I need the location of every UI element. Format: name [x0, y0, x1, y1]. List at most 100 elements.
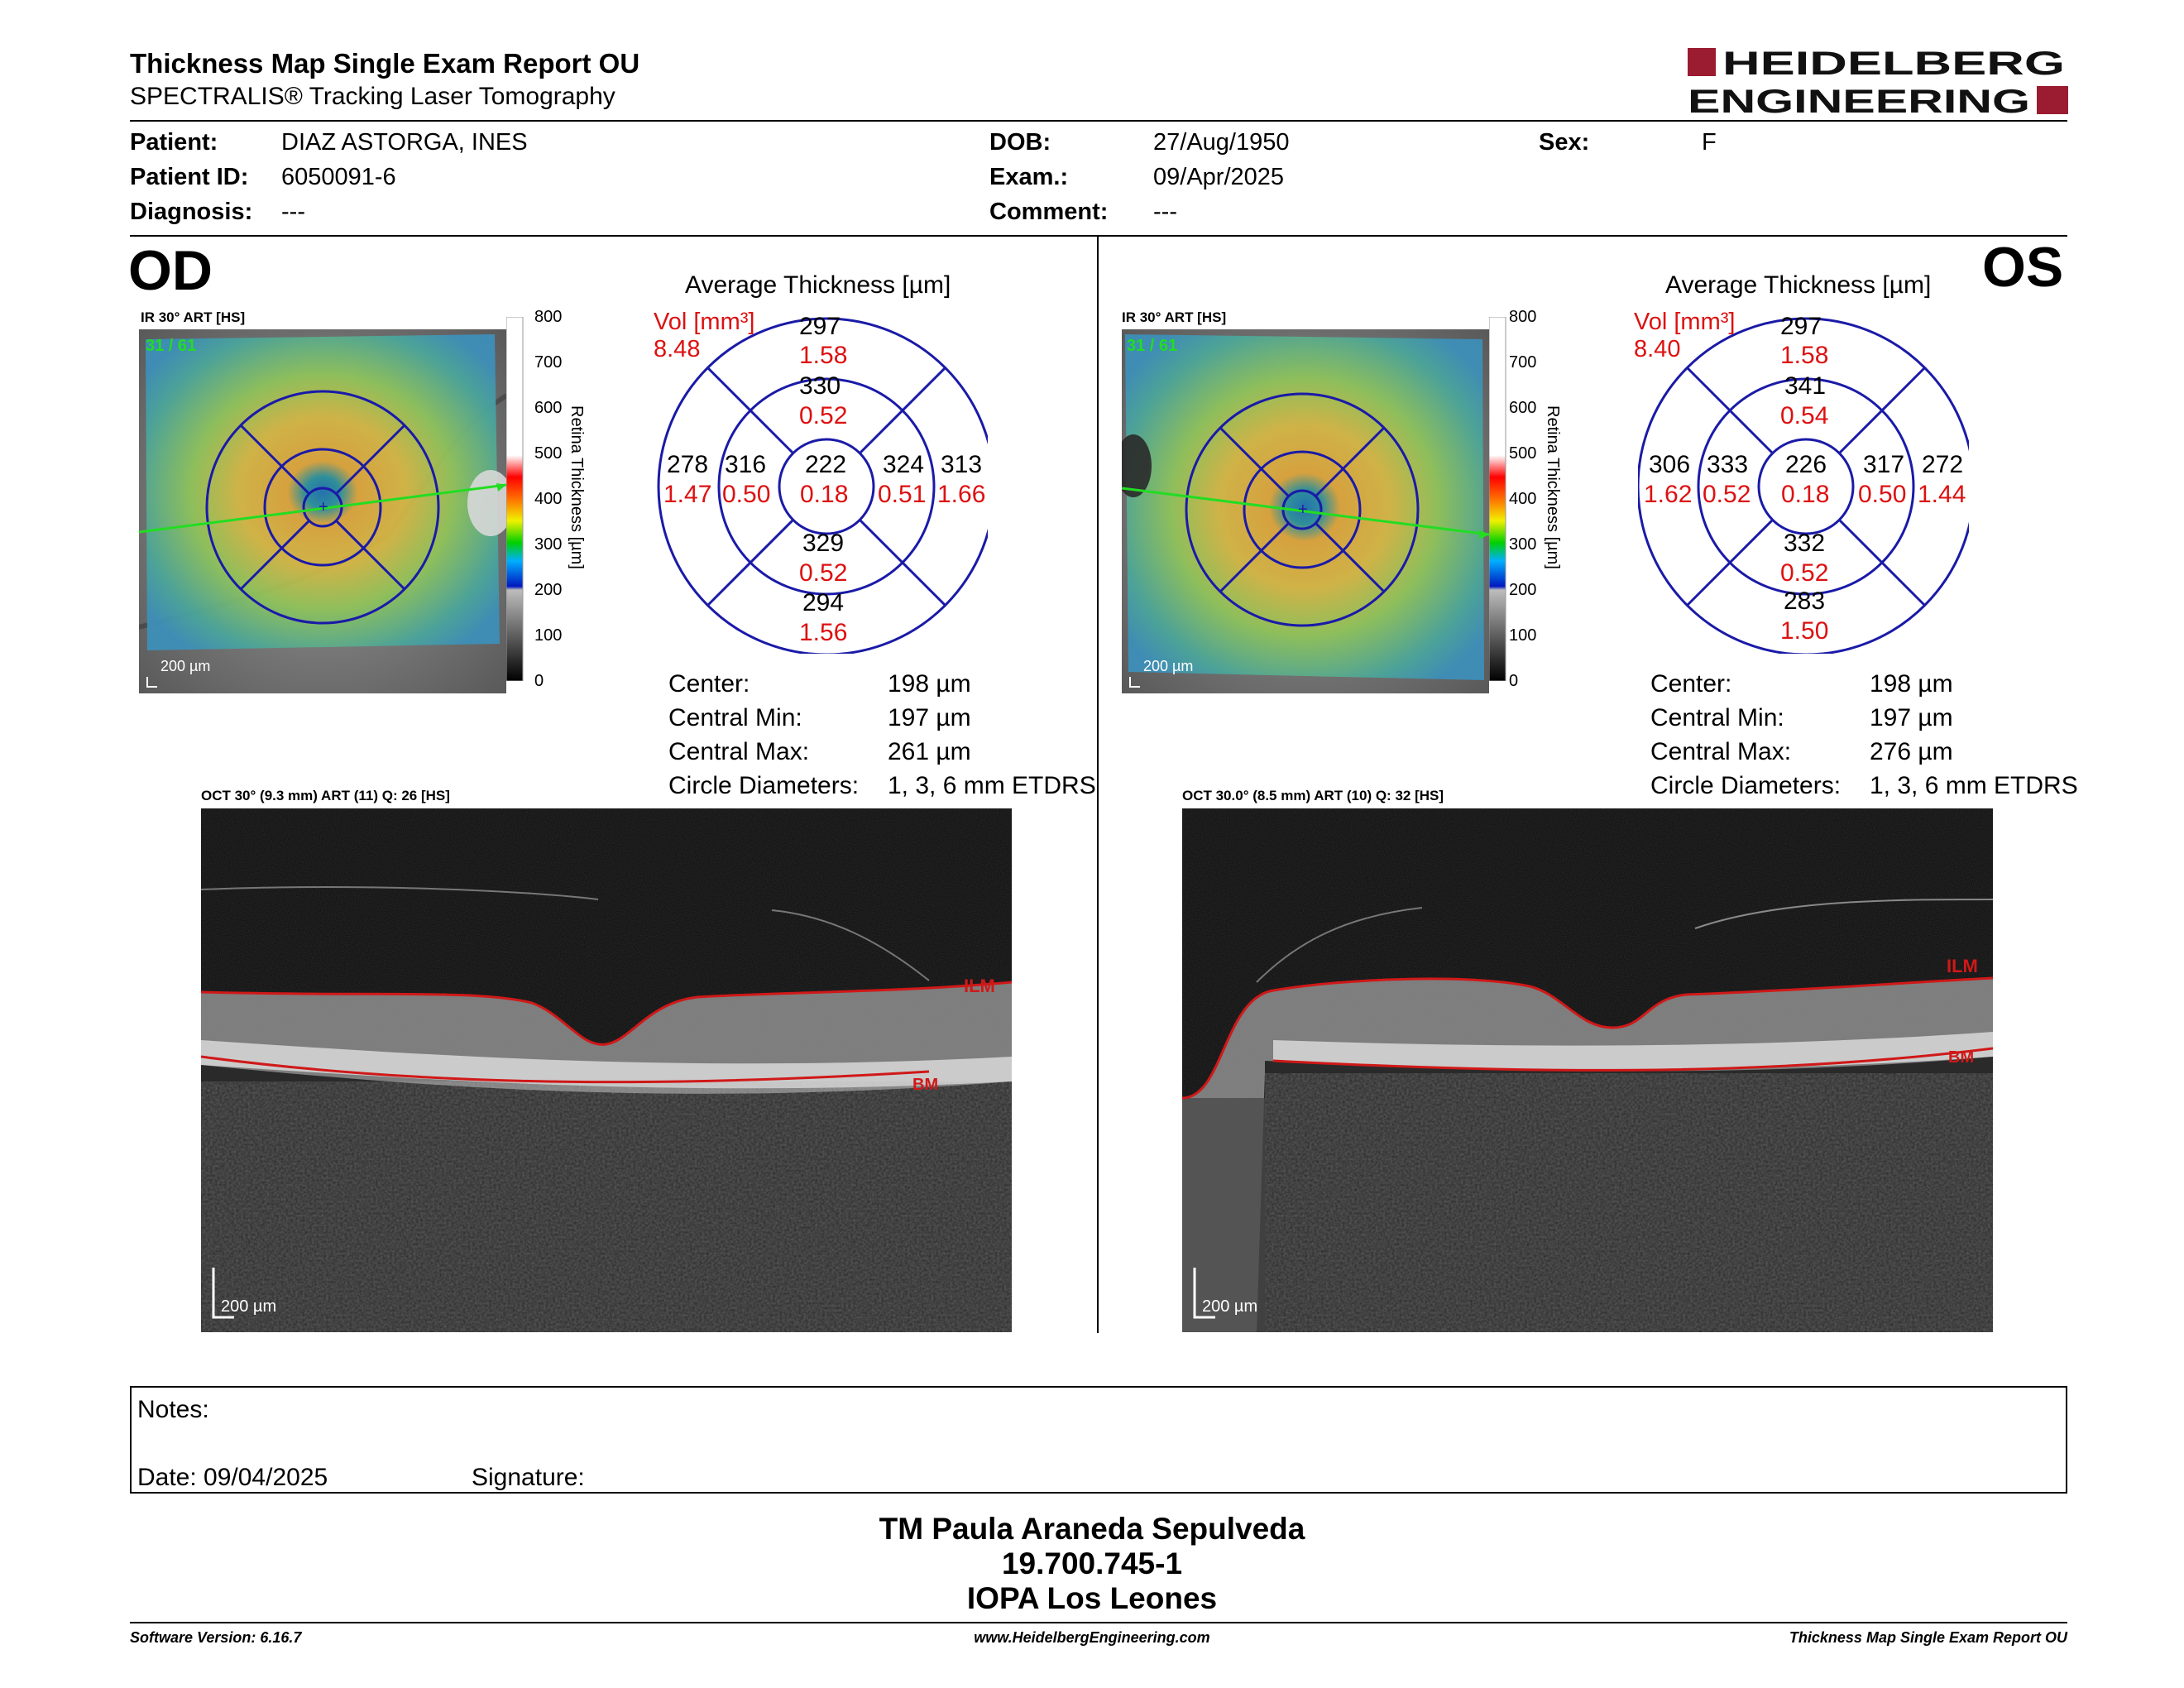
od-tick: 800 [534, 308, 563, 326]
signoff-name: TM Paula Araneda Sepulveda [879, 1512, 1305, 1546]
patient-value: DIAZ ASTORGA, INES [281, 129, 528, 156]
dob-value: 27/Aug/1950 [1153, 129, 1290, 156]
os-center-label: Center: [1650, 670, 1732, 698]
os-outer-left-thickness: 306 [1649, 451, 1691, 478]
os-tick: 100 [1509, 626, 1537, 645]
od-oct-scalebar: 200 µm [221, 1297, 276, 1316]
os-color-scale [1488, 316, 1509, 682]
os-tick: 200 [1509, 581, 1537, 599]
signature-label: Signature: [472, 1464, 585, 1491]
od-scan-line [139, 483, 506, 534]
os-outer-sup-volume: 1.58 [1780, 342, 1829, 369]
os-scale-label: Retina Thickness [µm] [1544, 405, 1562, 569]
exam-label: Exam.: [989, 164, 1069, 190]
od-ilm-line [201, 981, 1012, 1046]
report-title: Thickness Map Single Exam Report OU [130, 48, 640, 79]
od-eye-label: OD [128, 239, 213, 302]
od-inner-right-thickness: 324 [883, 451, 925, 478]
os-scale-ticks: 800 700 600 500 400 300 200 100 0 [1509, 308, 1559, 697]
os-center-volume: 0.18 [1781, 481, 1830, 508]
os-thickness-map: + 31 / 61 200 µm [1122, 329, 1489, 693]
footer-report-name: Thickness Map Single Exam Report OU [1789, 1629, 2067, 1646]
eye-divider [1097, 237, 1099, 1333]
os-vol-value: 8.40 [1634, 336, 1681, 362]
od-outer-inf-volume: 1.56 [799, 619, 848, 646]
sex-value: F [1702, 129, 1717, 156]
os-outer-right-thickness: 272 [1922, 451, 1964, 478]
od-circle-value: 1, 3, 6 mm ETDRS [888, 772, 1096, 799]
footer-divider [130, 1622, 2067, 1623]
os-oct-bscan: ILM BM 200 µm [1182, 808, 1993, 1332]
od-vol-value: 8.48 [654, 336, 701, 362]
os-inner-right-thickness: 317 [1863, 451, 1905, 478]
od-oct-label: OCT 30° (9.3 mm) ART (11) Q: 26 [HS] [201, 788, 450, 803]
sex-label: Sex: [1539, 129, 1590, 156]
od-outer-left-thickness: 278 [667, 451, 709, 478]
od-inner-inf-thickness: 329 [802, 530, 845, 557]
os-center-thickness: 226 [1785, 451, 1827, 478]
os-optic-disc [1122, 434, 1152, 497]
od-color-scale [505, 316, 526, 682]
os-circle-label: Circle Diameters: [1650, 772, 1842, 799]
od-min-value: 197 µm [888, 704, 971, 731]
os-inner-left-thickness: 333 [1707, 451, 1749, 478]
os-max-label: Central Max: [1650, 738, 1792, 765]
os-inner-inf-thickness: 332 [1784, 530, 1826, 557]
os-outer-sup-thickness: 297 [1780, 313, 1822, 340]
od-map-scalebar: 200 µm [160, 658, 210, 674]
od-tick: 300 [534, 535, 563, 554]
diagnosis-label: Diagnosis: [130, 199, 253, 225]
os-avg-title: Average Thickness [µm] [1665, 271, 1932, 299]
os-inner-left-volume: 0.52 [1703, 481, 1751, 508]
os-tick: 800 [1509, 308, 1537, 326]
od-tick: 600 [534, 399, 563, 417]
od-inner-left-thickness: 316 [725, 451, 767, 478]
signoff-rut: 19.700.745-1 [1001, 1547, 1183, 1580]
od-heatmap-overlay [146, 334, 500, 650]
comment-label: Comment: [989, 199, 1109, 225]
logo-line1: HEIDELBERG [1722, 46, 2065, 82]
os-heatmap-overlay [1125, 334, 1484, 680]
od-outer-right-thickness: 313 [941, 451, 983, 478]
os-inner-right-volume: 0.50 [1858, 481, 1907, 508]
od-tick: 500 [534, 444, 563, 463]
od-scale-label-wrap: Retina Thickness [µm] [568, 405, 586, 596]
os-tick: 0 [1509, 672, 1519, 690]
os-outer-inf-volume: 1.50 [1780, 617, 1829, 645]
od-outer-sup-volume: 1.58 [799, 342, 848, 369]
os-inner-sup-thickness: 341 [1784, 372, 1827, 400]
os-bm-line [1272, 1047, 1993, 1072]
os-tick: 400 [1509, 490, 1537, 508]
od-etdrs-grid [657, 317, 988, 654]
os-tick: 300 [1509, 535, 1537, 554]
od-tick: 200 [534, 581, 563, 599]
od-tick: 100 [534, 626, 563, 645]
footer-url[interactable]: www.HeidelbergEngineering.com [974, 1629, 1210, 1646]
od-outer-right-volume: 1.66 [937, 481, 986, 508]
od-outer-left-volume: 1.47 [663, 481, 712, 508]
patient-label: Patient: [130, 129, 218, 156]
report-subtitle: SPECTRALIS® Tracking Laser Tomography [130, 83, 615, 110]
os-max-value: 276 µm [1870, 738, 1953, 765]
od-min-label: Central Min: [668, 704, 802, 731]
os-ir-label: IR 30° ART [HS] [1122, 309, 1227, 325]
os-oct-label: OCT 30.0° (8.5 mm) ART (10) Q: 32 [HS] [1182, 788, 1444, 803]
od-inner-right-volume: 0.51 [878, 481, 927, 508]
od-bm-line [201, 1055, 930, 1084]
od-bm-label: BM [912, 1076, 938, 1094]
od-inner-inf-volume: 0.52 [799, 559, 848, 587]
os-outer-left-volume: 1.62 [1644, 481, 1693, 508]
od-thickness-map: + 31 / 61 200 µm [139, 329, 506, 693]
svg-text:+: + [1298, 501, 1308, 519]
od-max-label: Central Max: [668, 738, 810, 765]
os-inner-sup-volume: 0.54 [1780, 402, 1829, 429]
od-center-label: Center: [668, 670, 750, 698]
od-avg-title: Average Thickness [µm] [685, 271, 951, 299]
header-divider [130, 120, 2067, 122]
od-scale-label: Retina Thickness [µm] [568, 405, 586, 569]
od-tick: 400 [534, 490, 563, 508]
notes-box[interactable]: Notes: Date: 09/04/2025 Signature: [130, 1386, 2067, 1494]
od-tick: 0 [534, 672, 544, 690]
od-center-thickness: 222 [805, 451, 847, 478]
heidelberg-logo: HEIDELBERG ENGINEERING [1688, 46, 2068, 117]
